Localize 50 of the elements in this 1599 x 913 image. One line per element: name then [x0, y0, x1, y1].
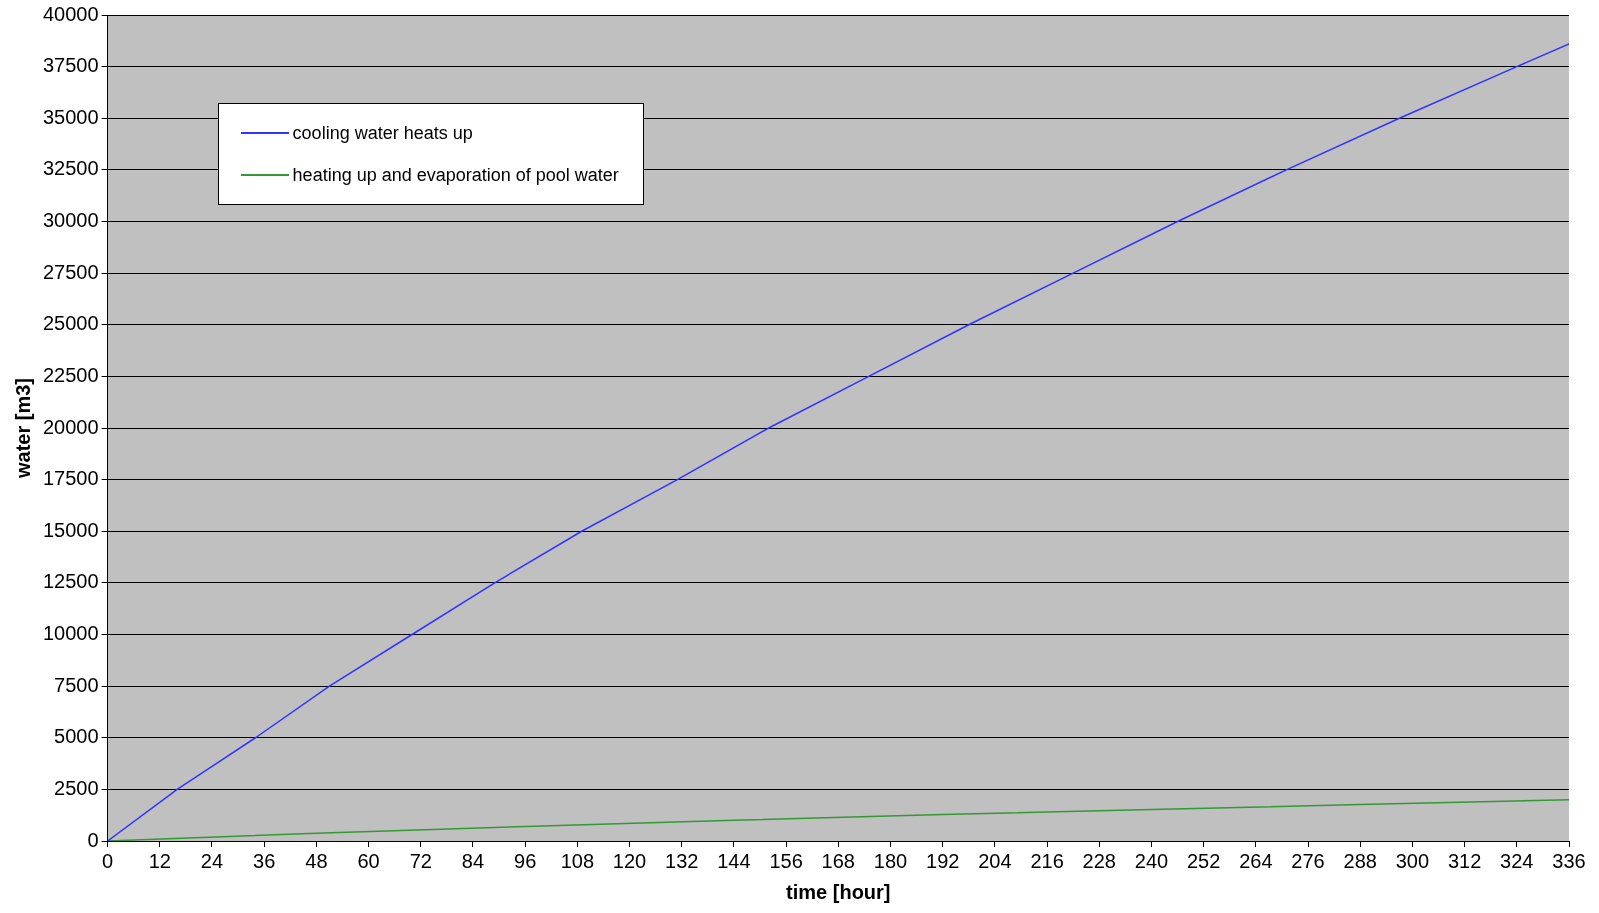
y-tick-label: 0: [87, 828, 99, 851]
y-tick-label: 7500: [54, 673, 99, 696]
x-tick-label: 72: [409, 849, 432, 872]
x-tick-label: 228: [1082, 849, 1116, 872]
legend-label: cooling water heats up: [292, 122, 473, 144]
x-tick-label: 180: [873, 849, 908, 872]
x-tick-label: 300: [1395, 849, 1430, 872]
x-tick-label: 132: [665, 849, 699, 872]
y-tick-label: 2500: [54, 776, 99, 799]
y-tick-label: 20000: [42, 415, 99, 438]
y-tick-label: 25000: [42, 312, 99, 335]
x-tick-label: 324: [1500, 849, 1534, 872]
y-tick-label: 12500: [42, 570, 99, 593]
y-tick-label: 15000: [42, 518, 99, 541]
x-tick-label: 204: [978, 849, 1012, 872]
y-tick-label: 32500: [42, 157, 99, 180]
y-tick-label: 37500: [42, 54, 99, 77]
y-tick-label: 40000: [42, 2, 99, 25]
x-tick-label: 252: [1186, 849, 1221, 872]
x-tick-label: 168: [821, 849, 855, 872]
x-tick-label: 12: [148, 849, 171, 872]
x-tick-label: 84: [461, 849, 485, 872]
legend-label: heating up and evaporation of pool water: [292, 164, 619, 186]
x-tick-label: 216: [1030, 849, 1064, 872]
x-tick-label: 108: [560, 849, 595, 872]
y-tick-label: 22500: [42, 363, 99, 386]
y-axis-title: water [m3]: [11, 377, 34, 480]
x-tick-label: 276: [1291, 849, 1325, 872]
x-axis-title: time [hour]: [786, 880, 891, 903]
x-tick-label: 144: [717, 849, 751, 872]
x-tick-label: 120: [612, 849, 647, 872]
x-tick-label: 156: [769, 849, 803, 872]
x-tick-label: 60: [357, 849, 380, 872]
y-tick-label: 30000: [42, 209, 99, 232]
x-tick-label: 36: [253, 849, 276, 872]
x-tick-label: 0: [102, 849, 114, 872]
x-tick-label: 96: [514, 849, 537, 872]
y-tick-label: 35000: [42, 105, 99, 128]
x-tick-label: 264: [1239, 849, 1273, 872]
x-tick-label: 24: [200, 849, 224, 872]
y-tick-label: 27500: [42, 260, 99, 283]
x-tick-label: 240: [1134, 849, 1169, 872]
x-tick-label: 288: [1343, 849, 1377, 872]
x-tick-label: 48: [305, 849, 328, 872]
y-tick-label: 10000: [42, 622, 99, 645]
y-tick-label: 17500: [42, 467, 99, 490]
x-tick-label: 192: [926, 849, 960, 872]
y-tick-label: 5000: [54, 725, 99, 748]
x-tick-label: 312: [1447, 849, 1482, 872]
x-tick-label: 336: [1552, 849, 1586, 872]
